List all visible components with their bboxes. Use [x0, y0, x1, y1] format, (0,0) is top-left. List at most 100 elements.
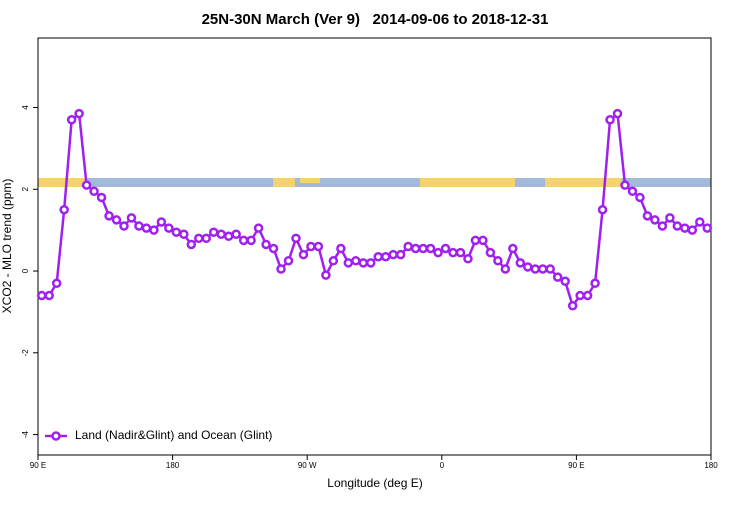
data-point	[59, 204, 69, 215]
data-point	[665, 213, 675, 223]
data-point	[485, 247, 496, 258]
data-point	[283, 256, 294, 266]
data-point	[440, 243, 451, 254]
data-point	[620, 180, 630, 190]
data-point	[134, 221, 144, 231]
data-point	[687, 225, 698, 235]
x-tick-label: 90 E	[30, 461, 46, 470]
data-point	[530, 264, 541, 274]
data-point	[119, 221, 129, 231]
data-point	[336, 243, 346, 254]
data-point	[650, 215, 660, 225]
y-tick-label: -2	[21, 349, 30, 357]
data-point	[194, 233, 204, 244]
x-tick-label: 90 W	[298, 461, 317, 470]
legend-marker	[51, 431, 61, 441]
data-point	[358, 258, 369, 268]
data-point	[448, 247, 458, 258]
data-point	[560, 276, 570, 286]
data-point	[66, 115, 77, 125]
data-point	[298, 249, 309, 260]
data-point	[538, 264, 548, 274]
y-tick-label: 4	[21, 105, 30, 110]
data-point	[523, 262, 533, 272]
data-point	[575, 290, 585, 301]
data-point	[208, 227, 219, 237]
data-point	[171, 227, 182, 237]
data-point	[500, 264, 511, 274]
data-point	[104, 211, 114, 221]
data-point	[605, 115, 615, 125]
legend-label: Land (Nadir&Glint) and Ocean (Glint)	[75, 428, 272, 442]
data-point	[321, 270, 331, 280]
data-point	[306, 241, 316, 252]
data-point	[81, 180, 92, 190]
chart-title: 25N-30N March (Ver 9) 2014-09-06 to 2018…	[202, 11, 549, 28]
data-point	[373, 251, 383, 262]
data-point	[395, 249, 406, 260]
data-point	[612, 108, 623, 119]
data-point	[545, 264, 555, 274]
data-point	[508, 243, 518, 254]
data-point	[231, 229, 241, 239]
data-point	[261, 239, 271, 250]
data-point	[186, 239, 197, 250]
data-point	[111, 215, 122, 225]
data-point	[657, 221, 668, 231]
data-point	[642, 211, 653, 221]
data-point	[141, 223, 152, 233]
x-tick-label: 180	[166, 461, 180, 470]
data-point	[328, 256, 339, 266]
data-point	[276, 264, 286, 274]
data-point	[478, 235, 488, 246]
data-point	[418, 243, 428, 254]
data-point	[702, 223, 713, 233]
land-band	[420, 178, 515, 187]
data-point	[635, 192, 645, 203]
data-point	[567, 301, 578, 311]
data-point	[433, 247, 443, 258]
data-point	[493, 256, 503, 266]
y-axis-label: XCO2 - MLO trend (ppm)	[0, 179, 14, 314]
x-tick-label: 180	[704, 461, 718, 470]
x-tick-label: 0	[440, 461, 445, 470]
data-point	[552, 272, 563, 282]
data-point	[470, 235, 481, 246]
data-point	[627, 186, 638, 197]
land-band	[38, 178, 88, 187]
x-tick-label: 90 E	[568, 461, 584, 470]
land-band	[273, 178, 295, 187]
plot-frame	[37, 37, 712, 456]
data-point	[403, 241, 413, 252]
land-band	[300, 178, 320, 183]
data-point	[36, 290, 47, 301]
y-tick-label: 2	[21, 186, 30, 191]
data-point	[51, 278, 62, 289]
data-point	[179, 229, 189, 239]
x-axis-label: Longitude (deg E)	[327, 476, 422, 490]
data-point	[695, 217, 705, 227]
data-point	[164, 223, 174, 233]
data-point	[156, 217, 167, 227]
data-point	[455, 247, 466, 258]
data-point	[313, 241, 324, 252]
data-point	[216, 229, 226, 239]
data-point	[463, 254, 473, 264]
data-point	[238, 235, 249, 246]
data-point	[672, 221, 683, 231]
land-band	[545, 178, 622, 187]
data-point	[351, 256, 361, 266]
data-point	[590, 278, 600, 289]
data-point	[126, 213, 137, 223]
data-point	[291, 233, 301, 244]
data-point	[410, 243, 421, 254]
data-point	[223, 231, 234, 242]
data-point	[201, 233, 211, 244]
data-point	[74, 108, 84, 119]
data-point	[96, 192, 107, 203]
data-point	[380, 251, 391, 262]
data-point	[89, 186, 99, 197]
data-point	[246, 235, 256, 246]
